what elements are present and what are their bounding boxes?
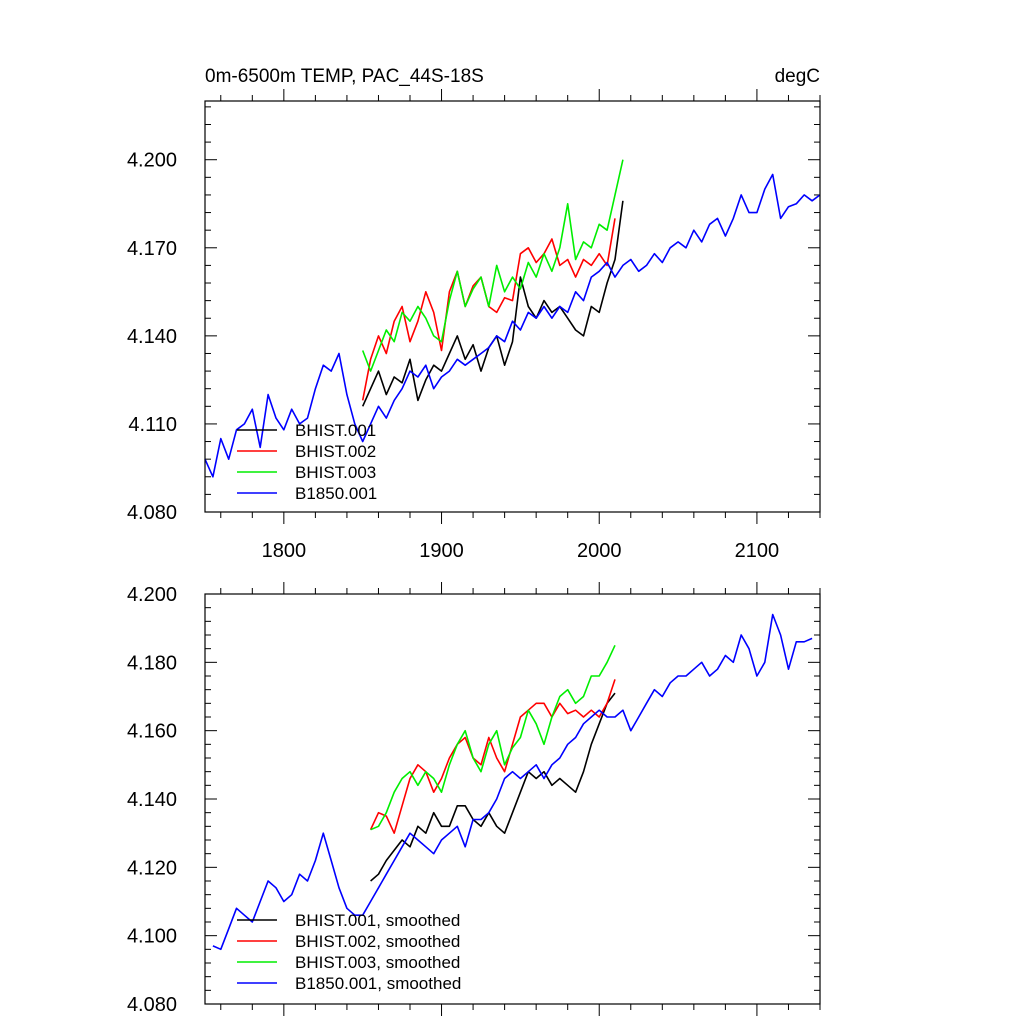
bottom-ticks: 4.080 4.100 4.120 4.140 4.160 4.180 4.200 <box>127 582 821 1016</box>
top-series <box>204 159 821 478</box>
bottom-y-tick-label: 4.180 <box>127 652 177 674</box>
bottom-series <box>212 613 813 951</box>
top-plot-frame <box>204 100 821 513</box>
bottom-series-line-bhist-002-smoothed <box>369 679 616 835</box>
top-x-tick-label: 2000 <box>577 540 622 562</box>
bottom-legend-label: BHIST.001, smoothed <box>295 911 460 930</box>
bottom-legend-label: BHIST.003, smoothed <box>295 953 460 972</box>
top-series-line-bhist-003 <box>361 159 624 372</box>
top-x-tick-label: 2100 <box>735 540 780 562</box>
bottom-y-tick-label: 4.160 <box>127 721 177 743</box>
top-y-tick-label: 4.200 <box>127 150 177 172</box>
bottom-y-tick-label: 4.100 <box>127 926 177 948</box>
bottom-series-line-bhist-003-smoothed <box>370 644 616 831</box>
top-panel: 0m-6500m TEMP, PAC_44S-18S degC 4.080 4.1… <box>127 66 821 562</box>
bottom-legend-label: BHIST.002, smoothed <box>295 932 460 951</box>
top-series-line-b1850-001 <box>204 173 821 478</box>
top-y-tick-label: 4.080 <box>127 502 177 524</box>
top-y-tick-label: 4.140 <box>127 326 177 348</box>
top-chart-title: 0m-6500m TEMP, PAC_44S-18S <box>205 66 484 87</box>
bottom-y-tick-label: 4.120 <box>127 857 177 879</box>
top-legend: BHIST.001 BHIST.002 BHIST.003 B1850.001 <box>237 421 377 503</box>
top-x-tick-label: 1800 <box>262 540 307 562</box>
bottom-plot-frame <box>204 593 821 1005</box>
top-ticks: 4.080 4.110 4.140 4.170 4.200 1800 1900 2000 210… <box>127 89 821 562</box>
bottom-series-line-bhist-001-smoothed <box>370 692 616 882</box>
top-legend-label: B1850.001 <box>295 484 377 503</box>
bottom-legend-label: B1850.001, smoothed <box>295 974 461 993</box>
top-legend-label: BHIST.002 <box>295 442 376 461</box>
top-y-tick-label: 4.110 <box>128 414 177 436</box>
bottom-y-tick-label: 4.200 <box>127 584 177 606</box>
bottom-series-line-b1850-001-smoothed <box>212 613 813 951</box>
top-legend-label: BHIST.003 <box>295 463 376 482</box>
top-legend-label: BHIST.001 <box>295 421 376 440</box>
top-chart-units: degC <box>775 66 820 87</box>
top-x-tick-label: 1900 <box>419 540 464 562</box>
top-y-tick-label: 4.170 <box>127 238 177 260</box>
bottom-y-tick-label: 4.140 <box>127 789 177 811</box>
bottom-legend: BHIST.001, smoothed BHIST.002, smoothed BH… <box>237 911 461 993</box>
bottom-panel: 4.080 4.100 4.120 4.140 4.160 4.180 4.200 BHIS… <box>127 582 821 1016</box>
bottom-y-tick-label: 4.080 <box>127 994 177 1016</box>
